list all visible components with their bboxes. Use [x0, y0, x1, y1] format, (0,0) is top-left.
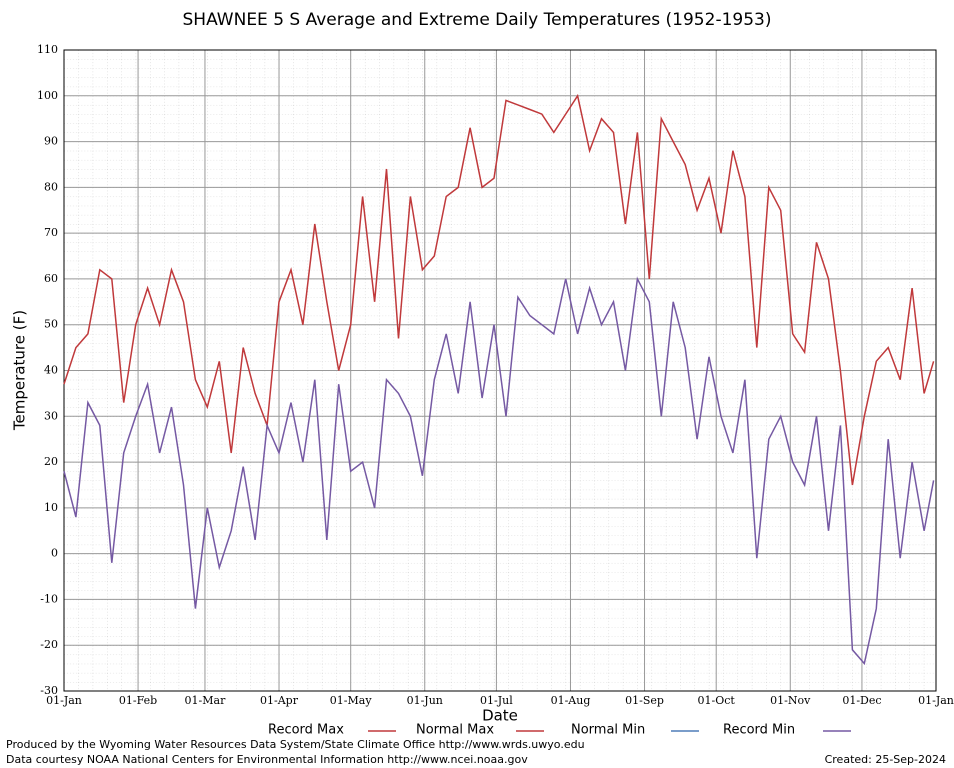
y-tick-label: 50 — [44, 318, 58, 331]
x-tick-label: 01-Nov — [770, 694, 811, 707]
y-tick-label: -10 — [40, 592, 58, 605]
y-tick-label: 80 — [44, 180, 58, 193]
x-tick-label: 01-Apr — [260, 694, 299, 707]
x-tick-label: 01-Jan — [918, 694, 954, 707]
footer: Data courtesy NOAA National Centers for … — [6, 753, 528, 766]
legend-label: Record Min — [723, 723, 795, 738]
y-tick-label: 60 — [44, 272, 58, 285]
created: Created: 25-Sep-2024 — [825, 753, 946, 766]
x-tick-label: 01-Aug — [551, 694, 591, 707]
y-tick-label: 90 — [44, 135, 58, 148]
x-tick-label: 01-Jan — [46, 694, 82, 707]
y-tick-label: 10 — [44, 501, 58, 514]
x-tick-label: 01-Mar — [185, 694, 227, 707]
x-tick-label: 01-Feb — [119, 694, 157, 707]
y-axis-label: Temperature (F) — [11, 310, 29, 431]
legend-label: Normal Max — [416, 723, 494, 738]
x-tick-label: 01-May — [330, 694, 373, 707]
x-tick-label: 01-Sep — [625, 694, 664, 707]
plot-frame — [63, 49, 937, 692]
legend-label: Normal Min — [571, 723, 645, 738]
y-tick-label: -20 — [40, 638, 58, 651]
x-tick-label: 01-Jul — [480, 694, 513, 707]
footer: Produced by the Wyoming Water Resources … — [6, 738, 585, 751]
legend-label: Record Max — [268, 723, 344, 738]
y-tick-label: 110 — [37, 43, 58, 56]
series-line — [63, 93, 935, 486]
series-line — [63, 276, 935, 666]
x-tick-label: 01-Dec — [842, 694, 881, 707]
y-tick-label: -30 — [40, 684, 58, 697]
x-tick-label: 01-Oct — [698, 694, 736, 707]
chart-title: SHAWNEE 5 S Average and Extreme Daily Te… — [183, 10, 772, 30]
y-tick-label: 30 — [44, 409, 58, 422]
y-tick-label: 70 — [44, 226, 58, 239]
x-axis-label: Date — [482, 707, 518, 725]
y-tick-label: 20 — [44, 455, 58, 468]
y-tick-label: 0 — [51, 547, 58, 560]
y-tick-label: 40 — [44, 364, 58, 377]
x-tick-label: 01-Jun — [407, 694, 443, 707]
y-tick-label: 100 — [37, 89, 58, 102]
